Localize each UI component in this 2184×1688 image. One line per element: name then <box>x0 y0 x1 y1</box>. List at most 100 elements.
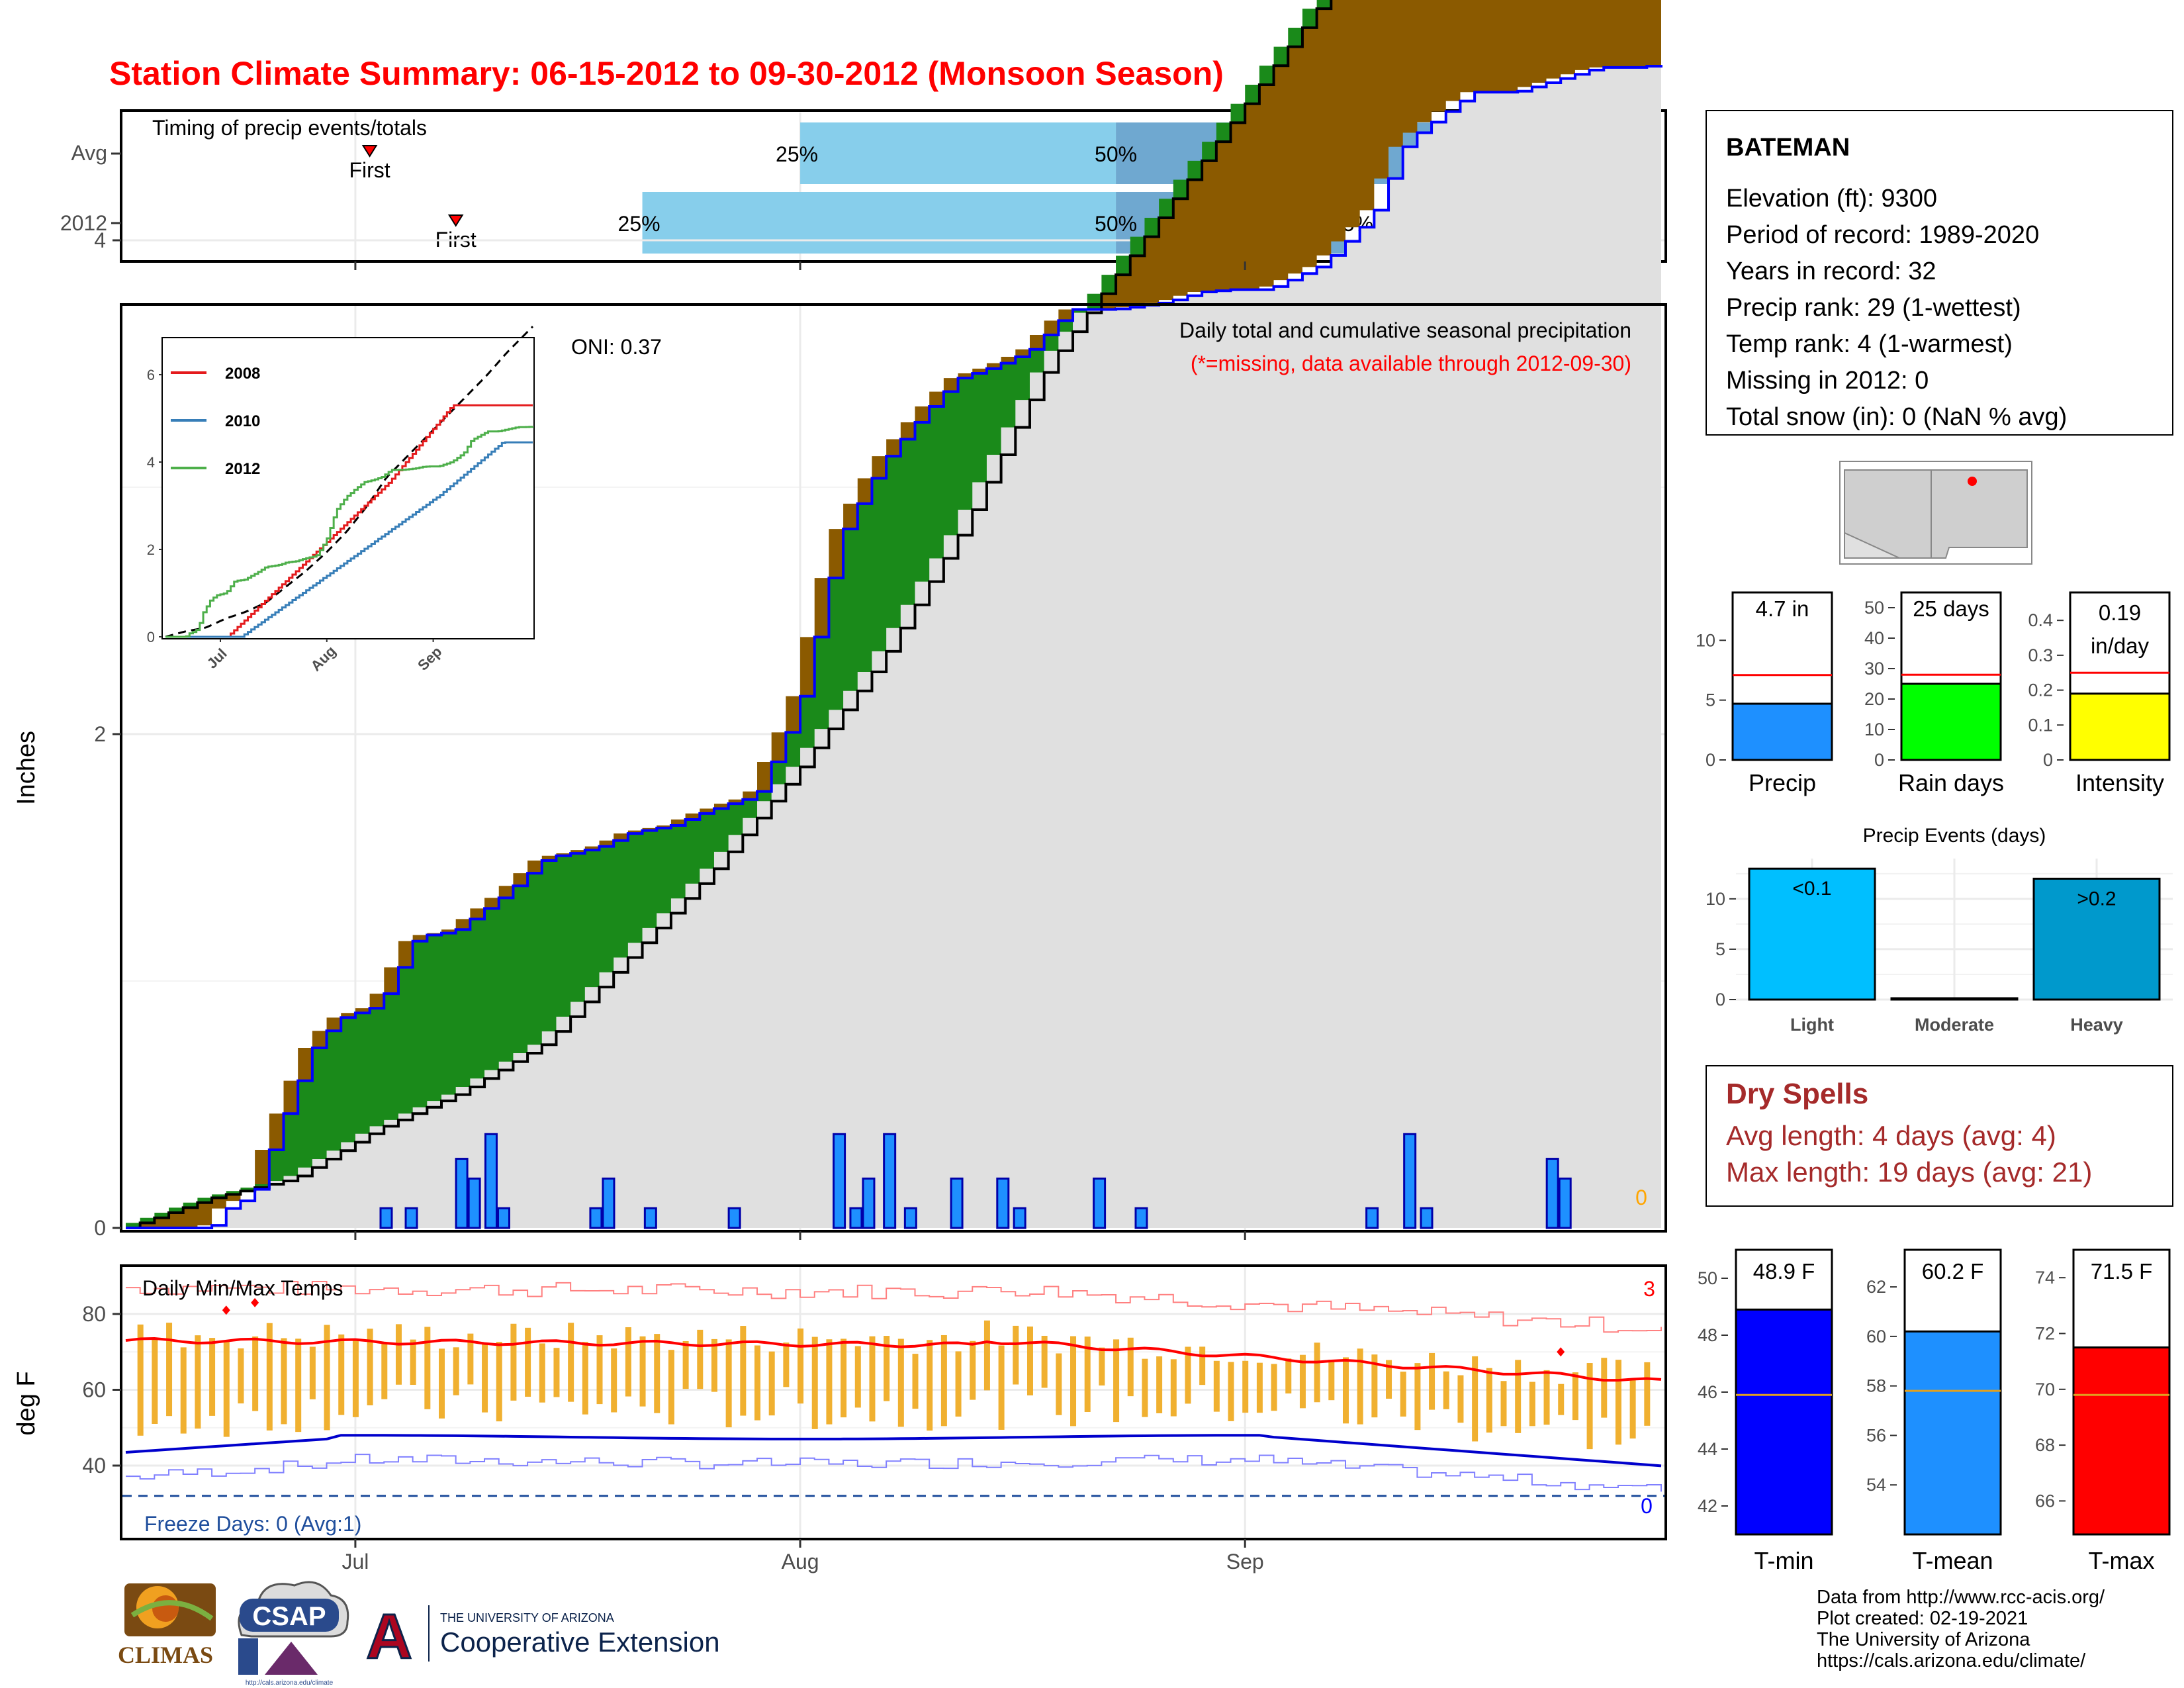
temp-ylabel: deg F <box>13 1371 40 1435</box>
record-min-temp-line <box>126 1454 1662 1492</box>
events-title: Precip Events (days) <box>1863 825 2046 847</box>
daily-temp-range-bar <box>1256 1362 1263 1413</box>
daily-temp-range-bar <box>1142 1358 1148 1417</box>
daily-temp-range-bar <box>367 1329 373 1405</box>
avg-max-temp-line <box>125 1336 1662 1382</box>
daily-temp-range-bar <box>195 1335 201 1429</box>
daily-temp-range-bar <box>754 1345 761 1421</box>
daily-temp-range-bar <box>1400 1372 1406 1417</box>
daily-temp-range-bar <box>482 1343 488 1413</box>
precip-ytick-label: 2 <box>94 722 106 746</box>
record-high-marker <box>1557 1347 1565 1357</box>
daily-precip-bar <box>484 1133 498 1229</box>
daily-temp-range-bar <box>410 1339 416 1385</box>
daily-temp-range-bar <box>1601 1358 1608 1418</box>
daily-precip-bar <box>727 1207 741 1229</box>
daily-temp-range-bar <box>1185 1346 1191 1404</box>
daily-temp-range-bar <box>740 1326 747 1416</box>
precip-ytick-label: 0 <box>94 1216 106 1240</box>
daily-temp-range-bar <box>439 1348 445 1419</box>
daily-precip-bar <box>496 1207 510 1229</box>
events-xlabel-heavy: Heavy <box>2070 1015 2123 1035</box>
timing-p25-label-Avg: 25% <box>776 142 818 166</box>
daily-temp-range-bar <box>841 1338 847 1418</box>
daily-temp-range-bar <box>611 1348 617 1413</box>
timing-p50-label-Avg: 50% <box>1095 142 1137 166</box>
timing-bar-25-50-Avg <box>800 122 1116 184</box>
temp-summary-ytick-label: 58 <box>1866 1376 1886 1396</box>
month-xtick-label-sep: Sep <box>1226 1550 1264 1573</box>
daily-temp-range-bar <box>697 1329 704 1389</box>
freeze-days-label: Freeze Days: 0 (Avg:1) <box>144 1512 361 1536</box>
daily-temp-range-bar <box>424 1327 431 1409</box>
daily-temp-range-bar <box>1572 1372 1578 1421</box>
temp-summary-bars: 42 44 46 48 50 48.9 F T-min 54 56 58 60 62 60.2 F T-m… <box>1698 1248 2171 1574</box>
record-high-marker <box>222 1305 230 1315</box>
summary-value-unit-Intensity: in/day <box>2091 633 2150 658</box>
inset-legend-label-2010: 2010 <box>225 412 260 430</box>
map-mexico-shape <box>1844 532 1900 559</box>
temp-summary-value-label-T-mean: 60.2 F <box>1922 1259 1984 1284</box>
summary-ytick-label: 40 <box>1864 628 1884 648</box>
daily-temp-range-bar <box>1213 1360 1220 1412</box>
daily-precip-bar <box>950 1177 964 1229</box>
daily-precip-bar <box>467 1177 481 1229</box>
events-value-label-light: <0.1 <box>1792 878 1831 900</box>
daily-temp-range-bar <box>1026 1326 1033 1395</box>
month-xtick-label-jul: Jul <box>341 1550 369 1573</box>
daily-temp-range-bar <box>539 1343 545 1403</box>
daily-temp-range-bar <box>826 1339 833 1425</box>
station-name: BATEMAN <box>1726 134 1850 162</box>
events-bar-moderate <box>1890 997 2019 1001</box>
map-arizona-shape <box>1844 469 1932 559</box>
station-info-line: Years in record: 32 <box>1726 258 1936 285</box>
daily-precip-bar <box>996 1177 1010 1229</box>
record-max-temp-line <box>126 1280 1662 1333</box>
summary-bar-Intensity <box>2069 692 2171 761</box>
daily-temp-range-bar <box>1099 1347 1105 1386</box>
inset-series-line-2010 <box>165 441 533 638</box>
daily-temp-range-bar <box>783 1342 790 1387</box>
daily-temp-range-bar <box>309 1346 316 1399</box>
temp-summary-xlabel-T-min: T-min <box>1754 1547 1814 1574</box>
daily-temp-range-bar <box>1586 1363 1593 1450</box>
events-ytick-label: 10 <box>1706 889 1725 909</box>
daily-temp-range-bar <box>1500 1381 1507 1427</box>
station-info-line: Temp rank: 4 (1-warmest) <box>1726 330 2013 358</box>
climas-logo-text: CLIMAS <box>118 1642 213 1668</box>
daily-temp-range-bar <box>998 1345 1005 1430</box>
station-info-box: BATEMAN Elevation (ft): 9300 Period of re… <box>1706 110 2173 436</box>
daily-temp-range-bar <box>668 1350 674 1425</box>
timing-row-label-avg: Avg <box>71 141 107 165</box>
daily-temp-range-bar <box>381 1344 388 1399</box>
daily-temp-range-bar <box>797 1328 804 1404</box>
daily-temp-range-bar <box>1615 1360 1621 1445</box>
daily-temp-range-bar <box>1328 1360 1335 1401</box>
daily-temp-range-bar <box>869 1336 876 1422</box>
precip-ylabel: Inches <box>13 731 40 805</box>
temp-summary-value-label-T-min: 48.9 F <box>1753 1259 1815 1284</box>
daily-temp-range-bar <box>223 1340 230 1437</box>
inset-ytick-label: 2 <box>147 541 155 558</box>
daily-temp-range-bar <box>1314 1342 1320 1403</box>
daily-temp-range-bar <box>180 1347 187 1434</box>
daily-precip-bar <box>589 1207 603 1229</box>
station-info-line: Total snow (in): 0 (NaN % avg) <box>1726 403 2067 431</box>
daily-precip-bar <box>1403 1133 1417 1229</box>
inset-avg-dashed-line <box>165 326 534 638</box>
university-logo: A THE UNIVERSITY OF ARIZONA Cooperative … <box>365 1601 720 1673</box>
events-bar-light <box>1748 867 1876 1001</box>
daily-temp-range-bar <box>582 1342 588 1415</box>
daily-precip-bar <box>404 1207 418 1229</box>
inset-ytick-label: 6 <box>147 367 155 383</box>
summary-bar-Precip <box>1731 702 1833 761</box>
csap-url: http://cals.arizona.edu/climate <box>246 1679 334 1687</box>
daily-temp-range-bar <box>983 1320 990 1391</box>
station-info-line: Precip rank: 29 (1-wettest) <box>1726 294 2021 322</box>
daily-temp-range-bar <box>252 1336 259 1411</box>
inset-legend-label-2008: 2008 <box>225 365 260 383</box>
footer-credits: Data from http://www.rcc-acis.org/Plot c… <box>1817 1587 2105 1671</box>
month-xtick-label-aug: Aug <box>782 1550 819 1573</box>
daily-temp-range-bar <box>553 1348 560 1397</box>
temp-summary-ytick-label: 48 <box>1698 1325 1717 1345</box>
